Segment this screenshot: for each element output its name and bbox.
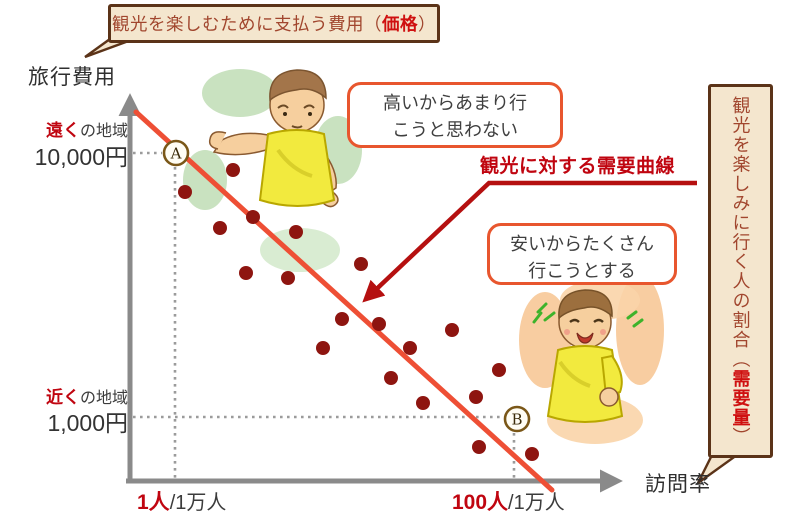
excitement-marks: [532, 302, 644, 328]
bubble-high-line1: 高いからあまり行: [383, 93, 527, 113]
title-text-close: ）: [418, 14, 436, 34]
right-callout-text: 観光を楽しみに行く人の割合（: [730, 95, 751, 369]
title-text: 観光を楽しむために支払う費用（: [112, 14, 382, 34]
scatter-dot: [213, 221, 227, 235]
demand-curve-label: 観光に対する需要曲線: [480, 156, 676, 177]
x-high-rest: /1万人: [508, 492, 565, 514]
scatter-dot: [354, 257, 368, 271]
happy-boy-illustration: [519, 275, 664, 444]
title-accent-price: 価格: [382, 14, 418, 34]
scatter-dot: [335, 312, 349, 326]
right-callout-accent-demand: 需要量: [730, 368, 751, 428]
point-label-B: B: [511, 411, 522, 429]
speech-bubble-low-price: 安いからたくさん 行こうとする: [487, 223, 677, 285]
guide-lines: [133, 151, 516, 478]
y-tick-near-region: 近くの地域: [10, 383, 128, 408]
scatter-dot: [403, 341, 417, 355]
x-low-accent: 1人: [137, 491, 170, 514]
scatter-dot: [469, 390, 483, 404]
far-accent: 遠く: [45, 121, 80, 140]
speech-bubble-high-price: 高いからあまり行 こうと思わない: [347, 82, 563, 148]
scatter-dot: [525, 447, 539, 461]
scatter-dot: [492, 363, 506, 377]
y-axis-title: 旅行費用: [28, 66, 116, 89]
bubble-low-line2: 行こうとする: [528, 261, 636, 281]
scatter-dot: [372, 317, 386, 331]
scatter-dot: [226, 163, 240, 177]
near-rest: の地域: [79, 390, 128, 407]
demand-line: [133, 109, 555, 493]
y-tick-far-region: 遠くの地域: [10, 116, 128, 141]
point-label-A: A: [170, 145, 182, 163]
right-callout-close: ）: [730, 427, 751, 447]
scatter-points: [178, 163, 539, 461]
x-axis-title: 訪問率: [645, 473, 711, 496]
y-tick-1000yen: 1,000円: [47, 410, 128, 436]
bubble-high-line2: こうと思わない: [392, 120, 518, 140]
x-tick-1person: 1人/1万人: [137, 486, 226, 516]
scatter-dot: [281, 271, 295, 285]
near-accent: 近く: [45, 388, 80, 407]
title-callout: 観光を楽しむために支払う費用（ 価格）: [108, 4, 440, 43]
scatter-dot: [384, 371, 398, 385]
x-high-accent: 100人: [452, 491, 509, 514]
scatter-dot: [246, 210, 260, 224]
point-marker-A: [162, 139, 190, 167]
scatter-dot: [178, 185, 192, 199]
x-tick-100person: 100人/1万人: [452, 486, 565, 516]
scatter-dot: [445, 323, 459, 337]
confused-boy-illustration: [183, 69, 362, 272]
far-rest: の地域: [79, 123, 128, 140]
scatter-dot: [316, 341, 330, 355]
scatter-dot: [472, 440, 486, 454]
demand-label-arrow: [362, 180, 697, 303]
right-callout: 観光を楽しみに行く人の割合（ 需要量）: [708, 84, 773, 458]
y-tick-10000yen: 10,000円: [34, 144, 128, 170]
annotated-points: AB: [162, 139, 531, 433]
scatter-dot: [289, 225, 303, 239]
scatter-dot: [416, 396, 430, 410]
point-marker-B: [503, 405, 531, 433]
bubble-low-line1: 安いからたくさん: [510, 234, 654, 254]
scatter-dot: [239, 266, 253, 280]
x-low-rest: /1万人: [169, 492, 227, 514]
